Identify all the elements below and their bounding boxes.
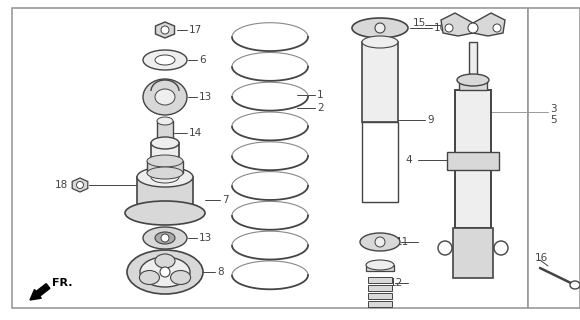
Bar <box>12 8 528 308</box>
Bar <box>157 121 173 145</box>
Ellipse shape <box>143 227 187 249</box>
Text: 12: 12 <box>390 278 403 288</box>
Bar <box>366 265 394 271</box>
Bar <box>469 42 477 80</box>
Ellipse shape <box>457 74 489 86</box>
Ellipse shape <box>147 167 183 179</box>
Ellipse shape <box>157 117 173 125</box>
Polygon shape <box>155 22 175 38</box>
Ellipse shape <box>140 257 190 287</box>
Text: 15: 15 <box>413 18 426 28</box>
Ellipse shape <box>143 50 187 70</box>
Ellipse shape <box>155 89 175 105</box>
Bar <box>453 228 493 278</box>
Ellipse shape <box>139 270 160 284</box>
Polygon shape <box>473 13 505 36</box>
Bar <box>151 143 179 177</box>
Polygon shape <box>441 13 473 36</box>
Bar <box>368 277 392 283</box>
Text: 11: 11 <box>396 237 409 247</box>
Bar <box>362 122 398 202</box>
Bar <box>528 8 580 308</box>
Circle shape <box>494 241 508 255</box>
Circle shape <box>161 26 169 34</box>
FancyBboxPatch shape <box>493 233 507 265</box>
Ellipse shape <box>127 250 203 294</box>
Ellipse shape <box>352 18 408 38</box>
Circle shape <box>375 237 385 247</box>
Ellipse shape <box>360 233 400 251</box>
Ellipse shape <box>155 232 175 244</box>
Ellipse shape <box>151 137 179 149</box>
Polygon shape <box>72 178 88 192</box>
Bar <box>137 177 193 213</box>
Text: 6: 6 <box>199 55 206 65</box>
Ellipse shape <box>137 167 193 187</box>
Text: 13: 13 <box>199 92 212 102</box>
Text: 10: 10 <box>434 23 447 33</box>
Circle shape <box>161 234 169 242</box>
Ellipse shape <box>570 281 580 289</box>
Text: 9: 9 <box>427 115 434 125</box>
Ellipse shape <box>125 201 205 225</box>
Circle shape <box>493 24 501 32</box>
Text: 17: 17 <box>189 25 202 35</box>
Bar <box>447 152 499 170</box>
Bar <box>368 301 392 307</box>
Ellipse shape <box>171 270 191 284</box>
Text: FR.: FR. <box>52 278 72 288</box>
Ellipse shape <box>147 155 183 167</box>
Circle shape <box>160 267 170 277</box>
Text: 8: 8 <box>217 267 224 277</box>
Text: 7: 7 <box>222 195 229 205</box>
Bar <box>362 42 398 122</box>
Bar <box>455 90 491 228</box>
FancyArrow shape <box>30 284 50 300</box>
Bar <box>368 285 392 291</box>
Text: 13: 13 <box>199 233 212 243</box>
Text: 1: 1 <box>317 90 324 100</box>
Text: 18: 18 <box>55 180 68 190</box>
Ellipse shape <box>155 55 175 65</box>
Ellipse shape <box>143 79 187 115</box>
Text: 2: 2 <box>317 103 324 113</box>
Circle shape <box>77 181 84 188</box>
Text: 4: 4 <box>405 155 412 165</box>
Text: 3: 3 <box>550 104 557 114</box>
Circle shape <box>438 241 452 255</box>
Text: 14: 14 <box>189 128 202 138</box>
Ellipse shape <box>362 36 398 48</box>
Bar <box>459 80 487 90</box>
Text: 5: 5 <box>550 115 557 125</box>
Ellipse shape <box>157 141 173 149</box>
Ellipse shape <box>155 254 175 268</box>
Text: 16: 16 <box>535 253 548 263</box>
Ellipse shape <box>151 171 179 183</box>
FancyBboxPatch shape <box>439 233 453 265</box>
Circle shape <box>445 24 453 32</box>
Circle shape <box>468 23 478 33</box>
Bar <box>147 161 183 173</box>
Bar <box>368 293 392 299</box>
Ellipse shape <box>366 260 394 270</box>
Circle shape <box>375 23 385 33</box>
